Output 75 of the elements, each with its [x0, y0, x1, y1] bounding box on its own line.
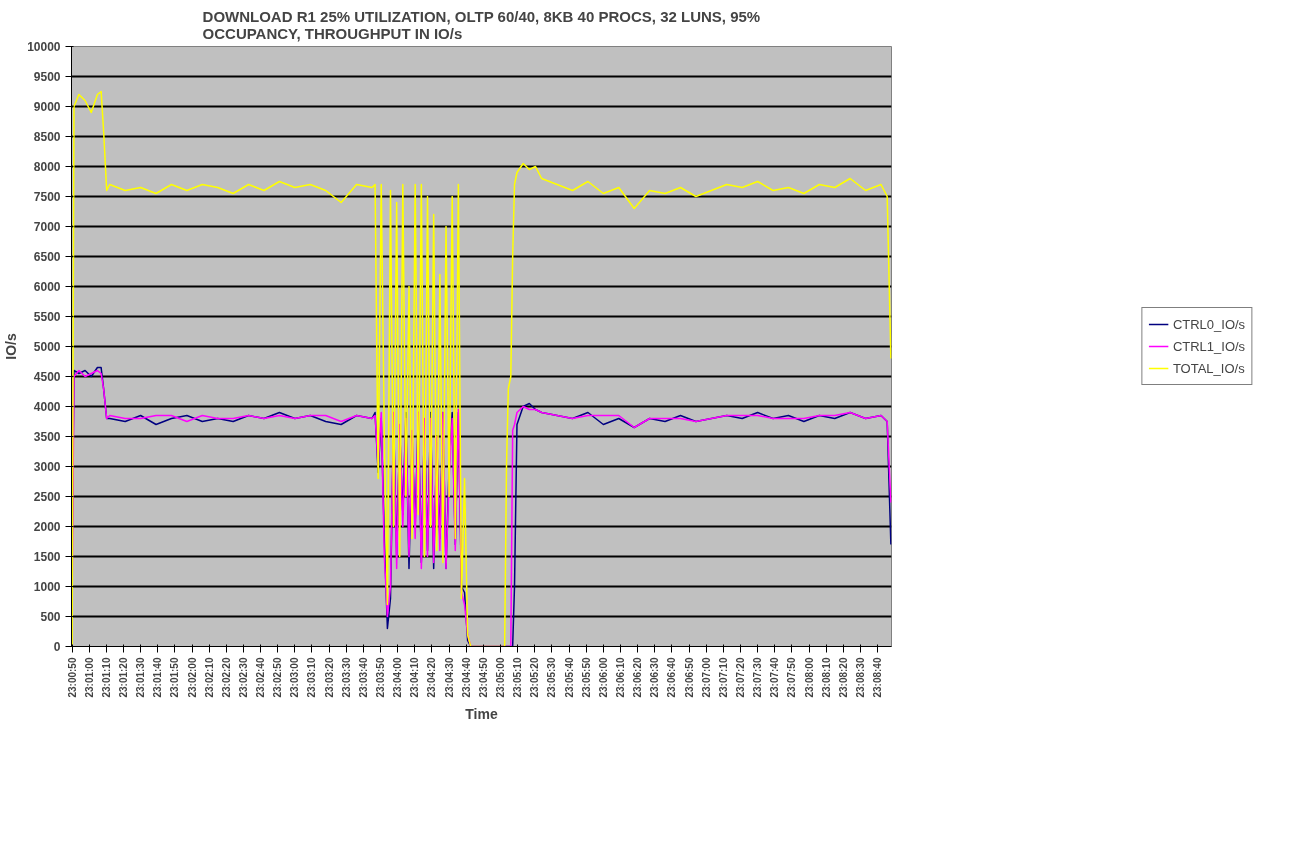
- x-tick-label: 23:05:40: [563, 657, 575, 698]
- x-tick-label: 23:04:50: [477, 657, 489, 698]
- y-tick-label: 8000: [33, 160, 61, 174]
- legend-label: CTRL0_IO/s: [1172, 316, 1246, 332]
- x-tick-label: 23:06:50: [683, 657, 695, 698]
- x-tick-label: 23:07:10: [717, 657, 729, 698]
- x-tick-label: 23:05:30: [546, 657, 558, 698]
- y-tick-label: 4000: [33, 400, 61, 414]
- x-tick-label: 23:04:10: [409, 657, 421, 698]
- x-tick-label: 23:05:10: [512, 657, 524, 698]
- x-tick-label: 23:07:20: [734, 657, 746, 698]
- x-tick-label: 23:03:30: [340, 657, 352, 698]
- x-tick-label: 23:07:30: [752, 657, 764, 698]
- y-tick-label: 5000: [33, 340, 61, 354]
- x-tick-label: 23:05:50: [580, 657, 592, 698]
- x-tick-label: 23:08:40: [872, 657, 884, 698]
- x-tick-label: 23:06:40: [666, 657, 678, 698]
- x-tick-label: 23:01:20: [117, 657, 129, 698]
- y-tick-label: 7000: [33, 220, 61, 234]
- x-tick-label: 23:01:30: [135, 657, 147, 698]
- x-tick-label: 23:06:00: [597, 657, 609, 698]
- y-tick-label: 5500: [33, 310, 61, 324]
- x-tick-label: 23:01:50: [169, 657, 181, 698]
- x-tick-label: 23:04:30: [443, 657, 455, 698]
- y-tick-label: 2500: [33, 490, 61, 504]
- x-axis-title: Time: [465, 705, 498, 722]
- legend-label: CTRL1_IO/s: [1172, 338, 1246, 354]
- x-tick-label: 23:06:10: [615, 657, 626, 698]
- x-tick-label: 23:08:30: [854, 657, 866, 698]
- x-tick-label: 23:04:20: [426, 657, 438, 698]
- y-tick-label: 4500: [33, 370, 61, 384]
- x-tick-label: 23:02:30: [237, 657, 249, 698]
- x-tick-label: 23:07:50: [786, 657, 798, 698]
- chart-title: DOWNLOAD R1 25% UTILIZATION, OLTP 60/40, 8KB 40 PROCS, 32 LUNS, 95% OCCUPANCY, THROUGHPUT IN IO/s: [202, 7, 761, 42]
- x-tick-label: 23:06:20: [632, 657, 644, 698]
- x-tick-label: 23:02:00: [186, 657, 198, 698]
- y-tick-label: 3000: [33, 460, 61, 474]
- y-tick-label: 0: [53, 640, 61, 654]
- x-tick-label: 23:03:50: [375, 657, 387, 698]
- x-tick-label: 23:08:10: [820, 657, 832, 698]
- y-tick-label: 6000: [33, 280, 61, 294]
- x-tick-label: 23:08:00: [803, 657, 815, 698]
- x-tick-label: 23:03:00: [289, 657, 301, 698]
- x-tick-label: 23:03:10: [306, 657, 318, 698]
- y-tick-label: 500: [40, 610, 61, 624]
- y-tick-label: 10000: [27, 40, 61, 54]
- y-tick-label: 9500: [33, 70, 61, 84]
- x-tick-label: 23:05:00: [495, 657, 507, 698]
- y-tick-label: 2000: [33, 520, 61, 534]
- x-tick-label: 23:01:10: [100, 657, 112, 698]
- y-tick-label: 6500: [33, 250, 61, 264]
- y-tick-label: 9000: [33, 100, 61, 114]
- y-tick-label: 1000: [33, 580, 61, 594]
- x-tick-label: 23:05:20: [529, 657, 541, 698]
- x-tick-label: 23:02:50: [272, 657, 284, 698]
- x-tick-label: 23:00:50: [66, 657, 78, 698]
- x-tick-label: 23:03:20: [323, 657, 335, 698]
- x-tick-label: 23:03:40: [357, 657, 369, 698]
- y-tick-label: 3500: [33, 430, 61, 444]
- x-tick-label: 23:01:40: [152, 657, 164, 698]
- x-tick-label: 23:06:30: [649, 657, 661, 698]
- x-tick-label: 23:07:40: [769, 657, 781, 698]
- legend-label: TOTAL_IO/s: [1172, 360, 1245, 376]
- y-tick-label: 7500: [33, 190, 61, 204]
- y-tick-label: 1500: [33, 550, 61, 564]
- y-axis-title: IO/s: [3, 333, 20, 360]
- x-tick-label: 23:07:00: [700, 657, 712, 698]
- x-tick-label: 23:02:20: [220, 657, 232, 698]
- y-tick-label: 8500: [33, 130, 61, 144]
- x-tick-label: 23:02:10: [203, 657, 215, 698]
- x-tick-label: 23:08:20: [837, 657, 849, 698]
- x-tick-label: 23:01:00: [83, 657, 95, 698]
- x-tick-label: 23:02:40: [255, 657, 267, 698]
- x-tick-label: 23:04:40: [460, 657, 472, 698]
- x-tick-label: 23:04:00: [392, 657, 404, 698]
